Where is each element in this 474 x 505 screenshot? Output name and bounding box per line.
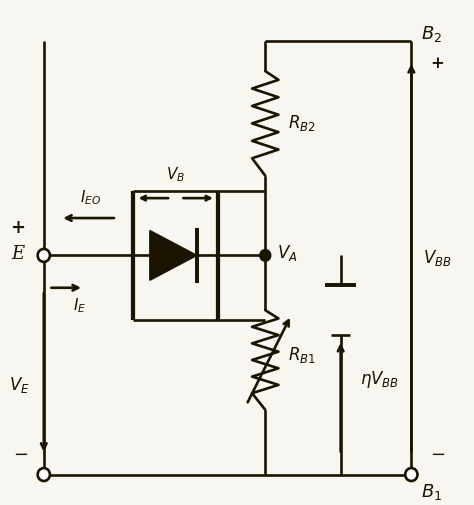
Text: $R_{B1}$: $R_{B1}$ (288, 345, 316, 365)
Circle shape (37, 249, 50, 262)
Circle shape (260, 249, 271, 261)
Text: $V_{BB}$: $V_{BB}$ (423, 248, 452, 268)
Text: $B_1$: $B_1$ (421, 482, 442, 502)
Text: $R_{B2}$: $R_{B2}$ (288, 114, 316, 133)
Text: $V_A$: $V_A$ (277, 243, 298, 263)
Text: $V_B$: $V_B$ (166, 165, 185, 183)
Circle shape (405, 468, 418, 481)
Text: $I_{EO}$: $I_{EO}$ (80, 189, 101, 208)
Text: −: − (430, 445, 445, 464)
Text: $I_E$: $I_E$ (73, 296, 86, 315)
Text: +: + (430, 55, 444, 72)
Text: −: − (13, 445, 28, 464)
Text: $V_E$: $V_E$ (9, 375, 30, 395)
Text: $B_2$: $B_2$ (421, 24, 442, 44)
Circle shape (37, 468, 50, 481)
Text: $\eta V_{BB}$: $\eta V_{BB}$ (359, 370, 399, 390)
Text: E: E (11, 245, 25, 264)
Text: +: + (10, 219, 26, 237)
Polygon shape (150, 230, 197, 280)
